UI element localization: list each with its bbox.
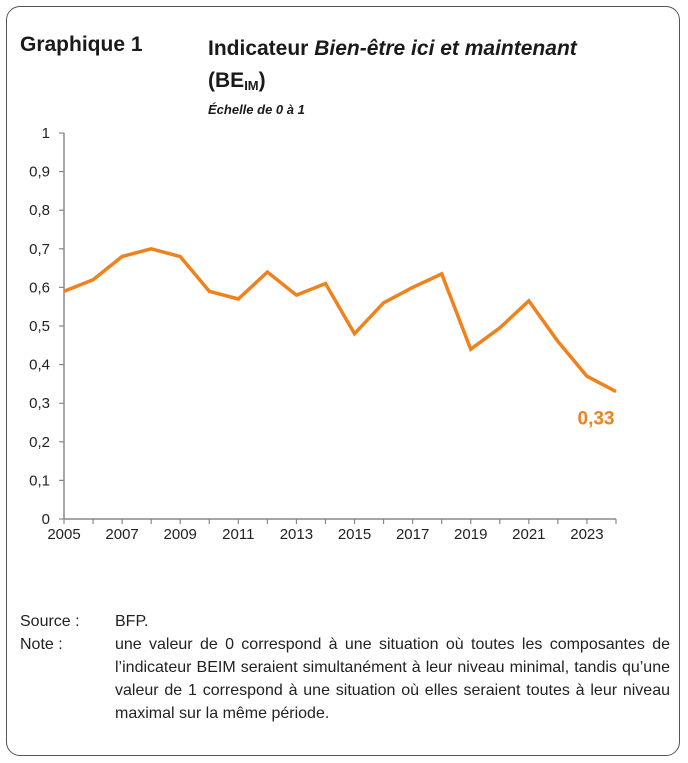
- note-text: une valeur de 0 correspond à une situati…: [115, 636, 670, 722]
- x-tick-label: 2005: [47, 526, 80, 543]
- x-tick-label: 2019: [454, 526, 487, 543]
- y-tick-label: 0,3: [29, 395, 50, 412]
- x-tick-label: 2009: [164, 526, 197, 543]
- y-axis-ticks: 0 0,1 0,2 0,3 0,4 0,5 0,6 0,7 0,8 0,9 1: [29, 125, 64, 528]
- scale-note: Échelle de 0 à 1: [208, 102, 305, 117]
- x-axis-ticks: 2005 2007 2009 2011 2013 2015 2017 2019 2021 2023: [47, 519, 617, 543]
- title-abbr-sub: IM: [244, 78, 259, 93]
- y-tick-label: 0,4: [29, 357, 50, 374]
- figure-title: Indicateur Bien-être ici et maintenant (B…: [208, 37, 577, 93]
- x-tick-label: 2021: [512, 526, 545, 543]
- y-tick-label: 0,2: [29, 434, 50, 451]
- figure-number: Graphique 1: [20, 33, 143, 56]
- title-abbr: BE: [215, 69, 245, 92]
- y-tick-label: 0,1: [29, 472, 50, 489]
- source-text: BFP.: [115, 613, 149, 630]
- chart-series: 0,33: [63, 246, 617, 430]
- note-row: Note : une valeur de 0 correspond à une …: [20, 633, 670, 725]
- series-line: [63, 246, 617, 394]
- x-tick-label: 2015: [338, 526, 371, 543]
- figure-notes: Source : BFP. Note : une valeur de 0 cor…: [20, 610, 670, 725]
- y-tick-label: 0: [42, 511, 50, 528]
- end-value-label: 0,33: [578, 409, 615, 430]
- y-tick-label: 0,5: [29, 318, 50, 335]
- y-tick-label: 0,8: [29, 202, 50, 219]
- y-tick-label: 1: [42, 125, 50, 142]
- x-tick-label: 2017: [396, 526, 429, 543]
- x-tick-label: 2011: [222, 526, 254, 543]
- chart-axes: [63, 133, 616, 520]
- y-tick-label: 0,9: [29, 164, 50, 181]
- figure-frame: [6, 6, 680, 756]
- x-tick-label: 2007: [105, 526, 138, 543]
- source-row: Source : BFP.: [20, 610, 670, 633]
- note-label: Note :: [20, 636, 63, 653]
- y-tick-label: 0,7: [29, 241, 50, 258]
- x-tick-label: 2023: [570, 526, 603, 543]
- line-chart: 00,10,20,30,40,50,60,70,80,91 2005 2007 20…: [29, 125, 617, 543]
- source-label: Source :: [20, 613, 80, 630]
- title-italic: Bien-être ici et maintenant: [314, 37, 577, 60]
- title-plain: Indicateur: [208, 37, 315, 60]
- y-tick-label: 0,6: [29, 279, 50, 296]
- x-tick-label: 2013: [280, 526, 313, 543]
